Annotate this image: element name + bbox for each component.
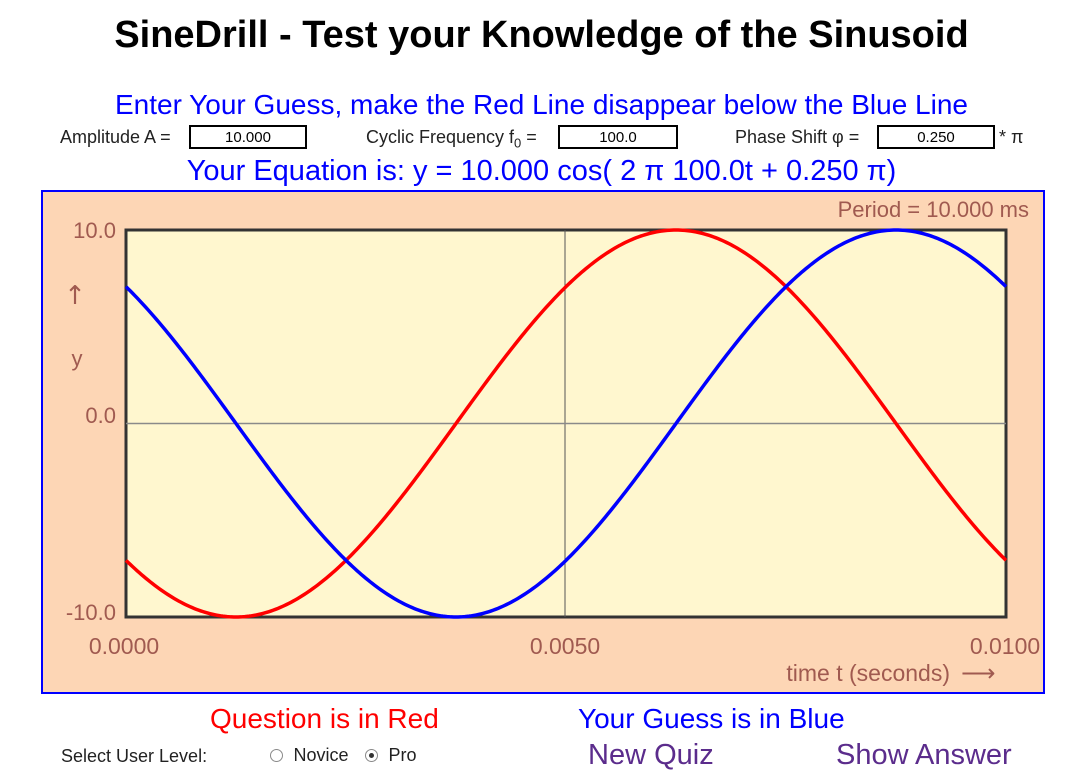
x-axis-label: time t (seconds) — [786, 660, 950, 686]
user-level-label: Select User Level: — [61, 746, 208, 766]
frequency-input[interactable] — [558, 125, 678, 149]
y-tick-label: 10.0 — [73, 218, 116, 243]
page-title: SineDrill - Test your Knowledge of the S… — [114, 14, 969, 56]
phase-input[interactable] — [877, 125, 995, 149]
novice-radio[interactable] — [270, 749, 283, 762]
sinusoid-chart: Period = 10.000 ms 10.0 0.0 -10.0 ↑ y 0.… — [64, 197, 1040, 687]
amplitude-label: Amplitude A = — [60, 127, 171, 147]
instructions-text: Enter Your Guess, make the Red Line disa… — [114, 89, 968, 120]
pro-radio-option[interactable]: Pro — [365, 745, 416, 766]
x-tick-label: 0.0050 — [530, 633, 600, 659]
pro-label: Pro — [388, 745, 417, 765]
x-tick-label: 0.0000 — [89, 633, 159, 659]
frequency-label-sub: 0 — [514, 135, 522, 151]
y-tick-label: -10.0 — [66, 600, 116, 625]
new-quiz-link[interactable]: New Quiz — [588, 739, 714, 771]
equation-text: Your Equation is: y = 10.000 cos( 2 π 10… — [186, 155, 897, 187]
x-tick-label: 0.0100 — [970, 633, 1040, 659]
amplitude-input[interactable] — [189, 125, 307, 149]
novice-label: Novice — [293, 745, 349, 765]
phase-suffix: * π — [999, 127, 1024, 147]
y-axis-label: y — [72, 346, 83, 371]
phase-label: Phase Shift φ = — [735, 127, 860, 147]
period-label: Period = 10.000 ms — [838, 197, 1029, 222]
guess-curve — [124, 228, 1008, 619]
show-answer-link[interactable]: Show Answer — [836, 739, 1012, 771]
question-legend: Question is in Red — [210, 703, 439, 734]
question-curve — [124, 228, 1008, 619]
novice-radio-option[interactable]: Novice — [270, 745, 348, 766]
guess-legend: Your Guess is in Blue — [578, 703, 845, 734]
sinusoid-plot: Period = 10.000 ms 10.0 0.0 -10.0 ↑ y 0.… — [41, 190, 1045, 694]
y-tick-label: 0.0 — [85, 403, 116, 428]
frequency-label-eq: = — [526, 127, 537, 147]
y-axis-arrow-icon: ↑ — [64, 281, 86, 311]
pro-radio[interactable] — [365, 749, 378, 762]
frequency-label-main: Cyclic Frequency f — [366, 127, 515, 147]
frequency-label: Cyclic Frequency f0 = — [366, 127, 537, 151]
x-axis-arrow-icon: ⟶ — [961, 659, 995, 687]
